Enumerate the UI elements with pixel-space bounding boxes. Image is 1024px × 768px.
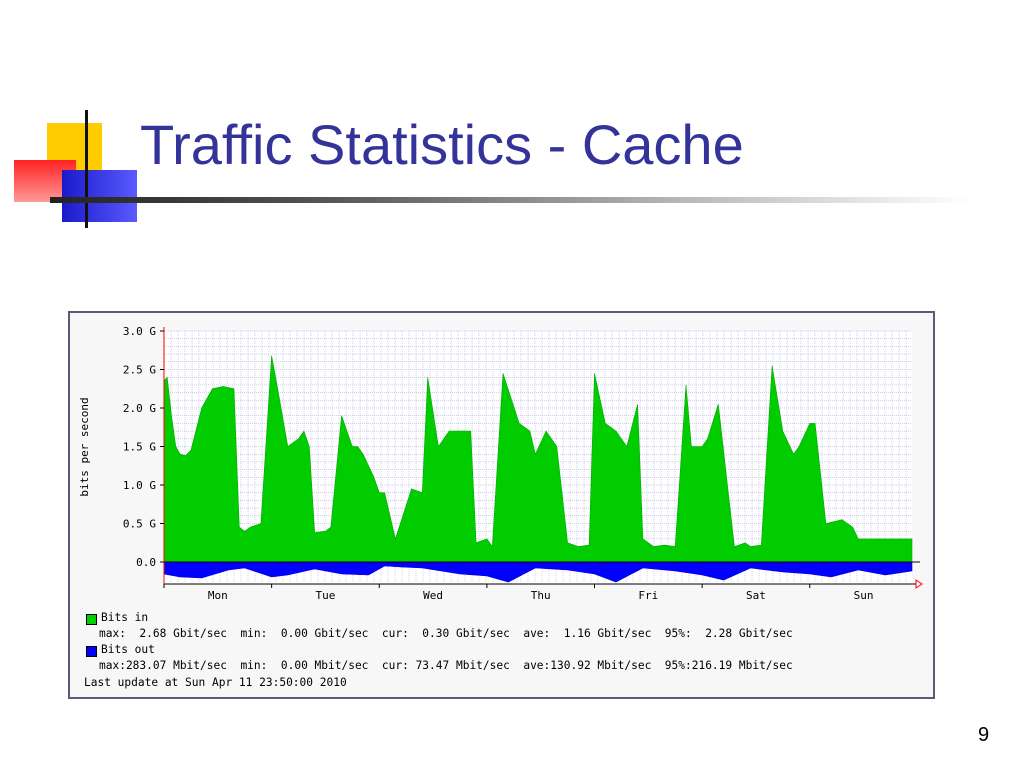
x-tick-label: Tue: [316, 589, 336, 602]
y-tick-label: 0.5 G: [123, 518, 156, 531]
x-tick-label: Thu: [531, 589, 551, 602]
y-tick-label: 2.5 G: [123, 364, 156, 377]
x-tick-label: Sat: [746, 589, 766, 602]
legend-label-bits-out: Bits out: [101, 643, 155, 656]
x-axis-arrow: [915, 579, 923, 589]
traffic-chart: 3.0 G 2.5 G 2.0 G 1.5 G 1.0 G 0.5 G 0.0 bits pe…: [78, 325, 923, 602]
y-tick-label: 1.5 G: [123, 441, 156, 454]
x-tick-label: Sun: [854, 589, 874, 602]
slide-number: 9: [978, 724, 990, 746]
y-tick-label: 3.0 G: [123, 325, 156, 338]
logo-vertical-line: [85, 110, 88, 228]
x-tick-label: Mon: [208, 589, 228, 602]
y-tick-label: 0.0: [136, 556, 156, 569]
slide-logo: [0, 105, 150, 228]
y-tick-label: 2.0 G: [123, 402, 156, 415]
title-divider: [50, 197, 970, 203]
y-tick-label: 1.0 G: [123, 479, 156, 492]
logo-blue-square: [62, 170, 137, 222]
mrtg-graph-panel: 3.0 G 2.5 G 2.0 G 1.5 G 1.0 G 0.5 G 0.0 bits pe…: [68, 311, 935, 699]
slide-title: Traffic Statistics - Cache: [140, 113, 744, 176]
series-area-bits-out: [163, 561, 913, 583]
legend-stats-bits-in: max: 2.68 Gbit/sec min: 0.00 Gbit/sec cu…: [99, 627, 793, 640]
legend-swatch-bits-out: [86, 646, 97, 657]
x-tick-label: Wed: [423, 589, 443, 602]
legend-label-bits-in: Bits in: [101, 611, 149, 624]
y-axis-label: bits per second: [78, 397, 91, 496]
legend-swatch-bits-in: [86, 614, 97, 625]
last-update-text: Last update at Sun Apr 11 23:50:00 2010: [84, 676, 347, 689]
series-area-bits-in: [163, 355, 913, 563]
x-tick-label: Fri: [638, 589, 658, 602]
legend-stats-bits-out: max:283.07 Mbit/sec min: 0.00 Mbit/sec c…: [99, 659, 793, 672]
